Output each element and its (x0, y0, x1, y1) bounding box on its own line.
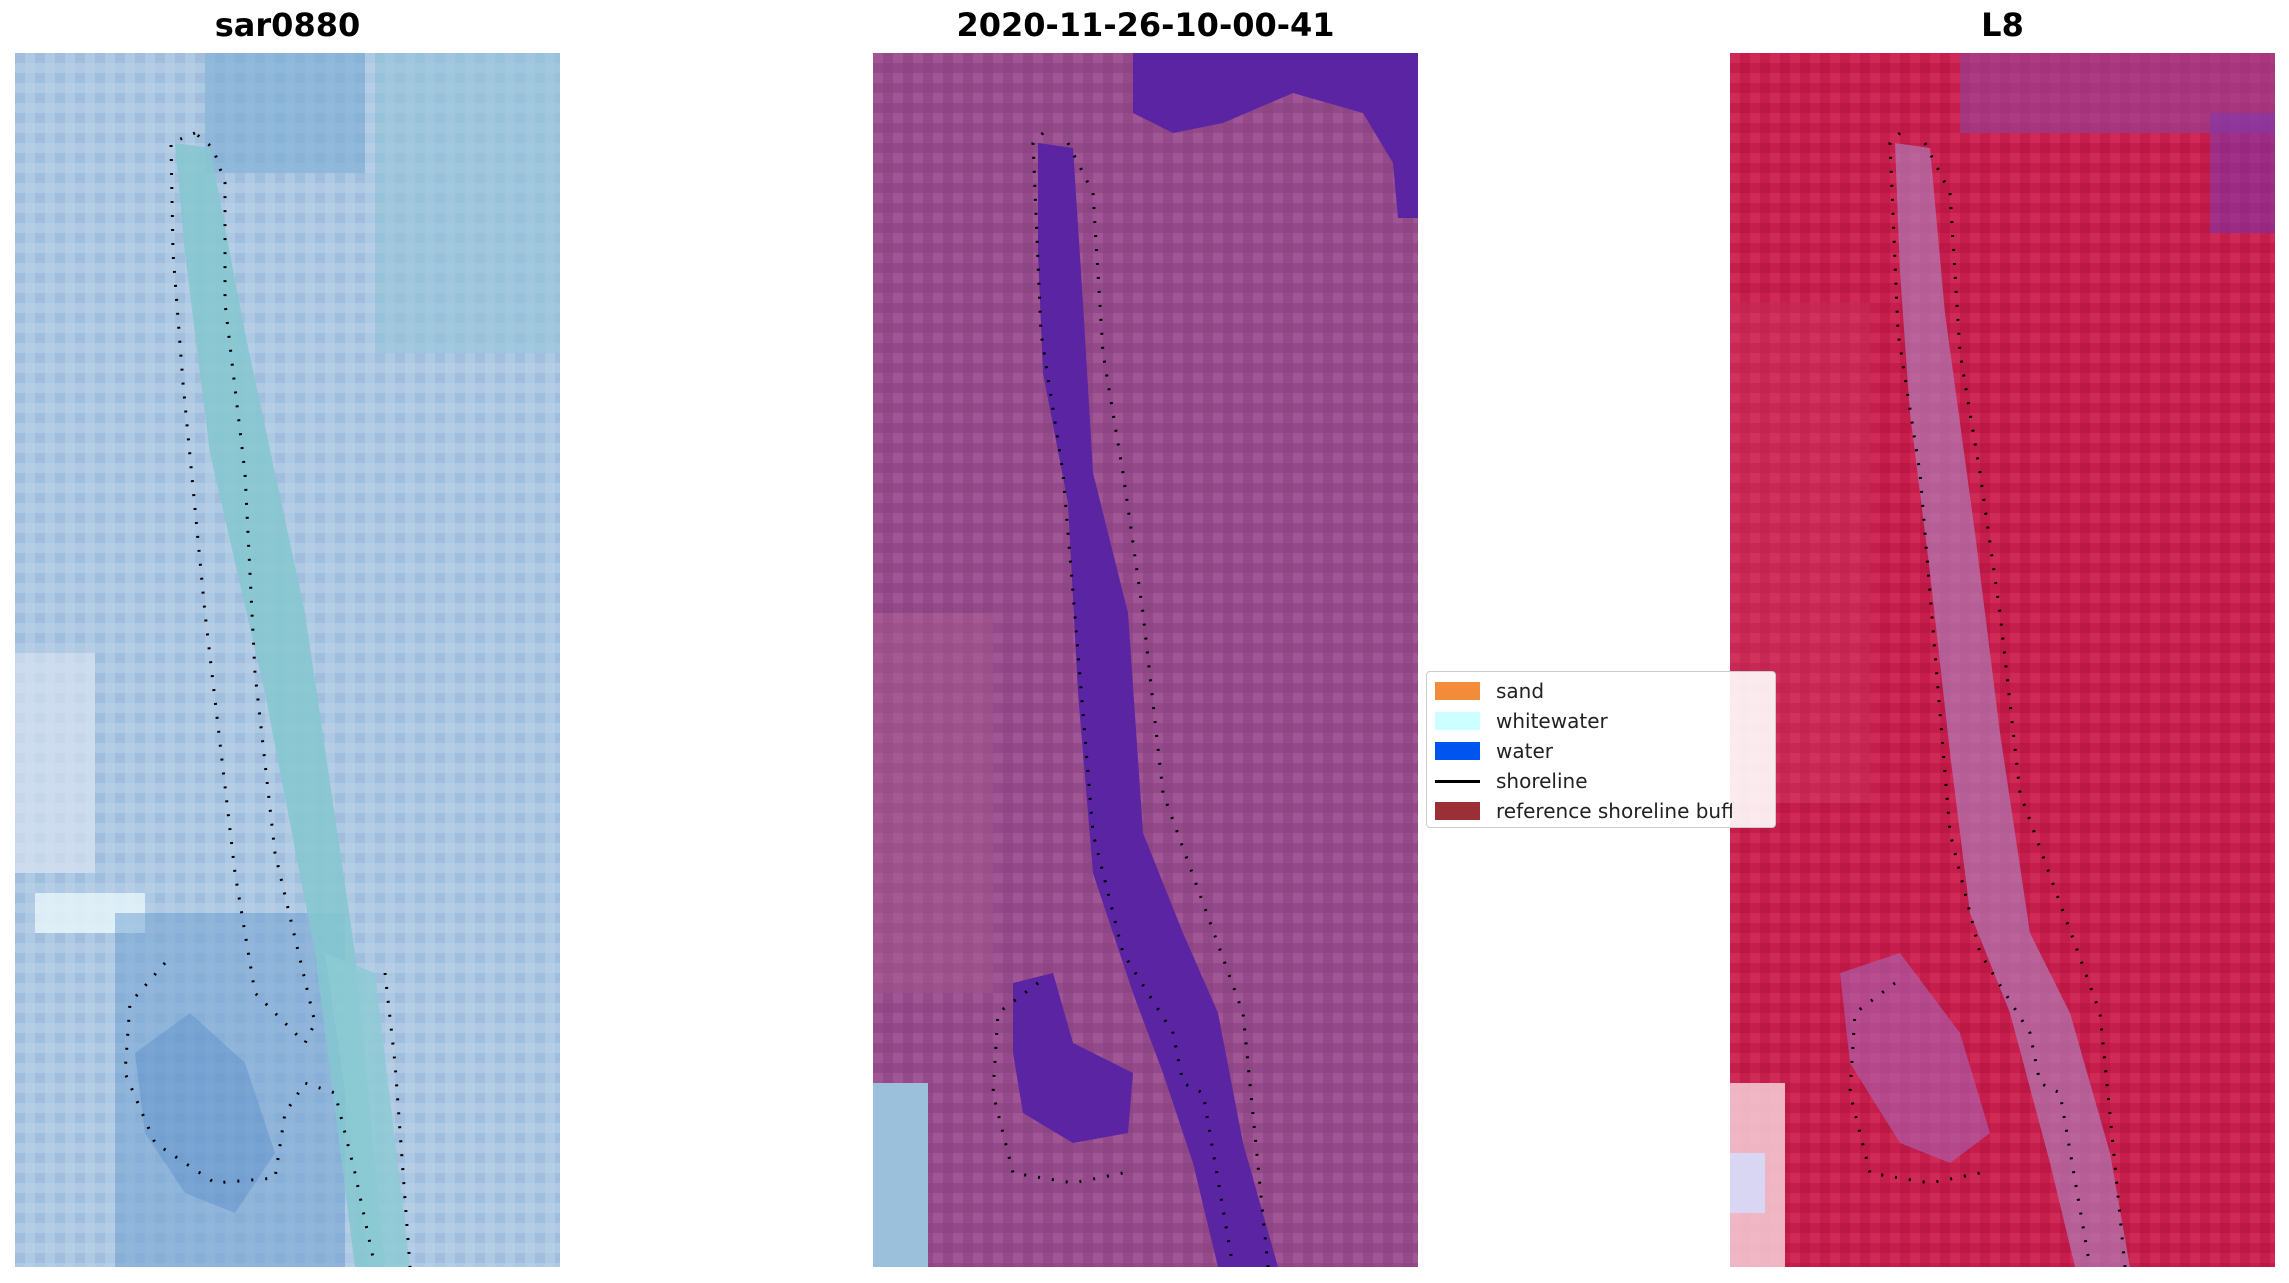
rgb-image-panel (15, 53, 560, 1267)
panel-title-3: L8 (1981, 6, 2024, 44)
rgb-image (15, 53, 560, 1267)
legend-entry-whitewater: whitewater (1435, 709, 1608, 733)
legend-label-sand: sand (1496, 679, 1545, 703)
legend-entry-reference-buffer: reference shoreline buffer (1435, 799, 1732, 823)
legend-line-shoreline (1435, 779, 1480, 783)
legend-label-water: water (1496, 739, 1553, 763)
legend: sand whitewater water shoreline referenc… (1426, 671, 1776, 828)
panel-title-1: sar0880 (214, 6, 361, 44)
legend-swatch-whitewater (1435, 712, 1480, 730)
legend-entry-water: water (1435, 739, 1553, 763)
classified-image-panel (873, 53, 1418, 1267)
classified-image (873, 53, 1418, 1267)
panel-title-2: 2020-11-26-10-00-41 (956, 6, 1335, 44)
legend-entry-shoreline: shoreline (1435, 769, 1588, 793)
legend-label-reference-buffer: reference shoreline buffer (1496, 799, 1732, 823)
legend-entry-sand: sand (1435, 679, 1545, 703)
legend-swatch-sand (1435, 682, 1480, 700)
index-image-panel (1730, 53, 2275, 1267)
legend-swatch-water (1435, 742, 1480, 760)
legend-label-whitewater: whitewater (1496, 709, 1608, 733)
legend-swatch-reference-buffer (1435, 802, 1480, 820)
index-image (1730, 53, 2275, 1267)
legend-label-shoreline: shoreline (1496, 769, 1588, 793)
